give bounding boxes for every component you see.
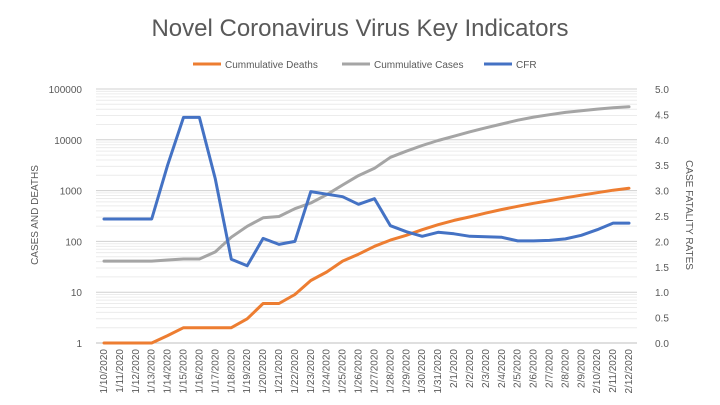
y2-tick-label: 3.5: [655, 161, 669, 172]
x-tick-label: 2/7/2020: [544, 349, 555, 388]
y-tick-label: 1: [76, 339, 82, 350]
right-axis: 0.0 0.5 1.0 1.5 2.0 2.5 3.0 3.5 4.0 4.5 5.0: [655, 85, 669, 350]
x-tick-label: 1/20/2020: [258, 349, 269, 394]
y2-tick-label: 4.0: [655, 136, 669, 147]
y2-tick-label: 4.5: [655, 110, 669, 121]
y2-tick-label: 0.0: [655, 339, 669, 350]
y2-tick-label: 2.0: [655, 237, 669, 248]
legend-label-cfr: CFR: [516, 60, 537, 71]
legend-label-cummulative-deaths: Cummulative Deaths: [225, 60, 318, 71]
series-line-cummulative-cases: [102, 105, 631, 263]
x-tick-label: 1/29/2020: [401, 349, 412, 394]
x-tick-label: 1/30/2020: [417, 349, 428, 394]
x-tick-label: 1/16/2020: [194, 349, 205, 394]
y-tick-label: 10000: [54, 136, 82, 147]
y2-tick-label: 2.5: [655, 212, 669, 223]
x-tick-label: 1/23/2020: [306, 349, 317, 394]
x-tick-label: 2/4/2020: [497, 349, 508, 388]
series-line-cfr: [102, 115, 631, 268]
x-tick-label: 1/25/2020: [338, 349, 349, 394]
x-tick-label: 1/10/2020: [99, 349, 110, 394]
legend: Cummulative Deaths Cummulative Cases CFR: [193, 60, 537, 71]
y2-tick-label: 0.5: [655, 314, 669, 325]
x-tick-label: 1/11/2020: [115, 349, 126, 393]
x-tick-label: 1/19/2020: [242, 349, 253, 394]
x-tick-label: 2/1/2020: [449, 349, 460, 388]
left-axis: 1 10 100 1000 10000 100000: [49, 85, 83, 350]
y2-tick-label: 1.0: [655, 288, 669, 299]
x-tick-label: 1/14/2020: [163, 349, 174, 394]
chart-title: Novel Coronavirus Virus Key Indicators: [151, 15, 568, 42]
y2-axis-title: CASE FATALITY RATES: [683, 160, 694, 270]
x-tick-label: 1/28/2020: [385, 349, 396, 394]
x-tick-label: 2/10/2020: [592, 349, 603, 394]
y-axis-title: CASES AND DEATHS: [30, 165, 41, 265]
x-tick-label: 2/12/2020: [624, 349, 635, 394]
x-tick-label: 1/31/2020: [433, 349, 444, 394]
y-tick-label: 100: [65, 237, 82, 248]
legend-label-cummulative-cases: Cummulative Cases: [374, 60, 463, 71]
series-layer: [102, 105, 631, 345]
x-axis: 1/10/2020 1/11/2020 1/12/2020 1/13/2020 1/14…: [99, 349, 635, 394]
x-tick-label: 1/17/2020: [210, 349, 221, 394]
x-tick-label: 2/6/2020: [529, 349, 540, 388]
x-tick-label: 2/11/2020: [608, 349, 619, 393]
x-tick-label: 2/9/2020: [576, 349, 587, 388]
x-tick-label: 2/8/2020: [560, 349, 571, 388]
y2-tick-label: 1.5: [655, 263, 669, 274]
x-tick-label: 1/27/2020: [369, 349, 380, 394]
gridlines: [96, 88, 637, 344]
x-tick-label: 2/2/2020: [465, 349, 476, 388]
x-tick-label: 1/18/2020: [226, 349, 237, 394]
x-tick-label: 2/3/2020: [481, 349, 492, 388]
x-tick-label: 1/24/2020: [322, 349, 333, 394]
series-line-cummulative-deaths: [102, 186, 631, 345]
x-tick-label: 1/13/2020: [147, 349, 158, 394]
x-tick-label: 1/22/2020: [290, 349, 301, 394]
x-tick-label: 1/21/2020: [274, 349, 285, 394]
y-tick-label: 1000: [60, 187, 83, 198]
y2-tick-label: 5.0: [655, 85, 669, 96]
x-tick-label: 1/15/2020: [179, 349, 190, 394]
y-tick-label: 100000: [49, 85, 83, 96]
y2-tick-label: 3.0: [655, 187, 669, 198]
x-tick-label: 1/12/2020: [131, 349, 142, 394]
x-tick-label: 2/5/2020: [513, 349, 524, 388]
y-tick-label: 10: [71, 288, 83, 299]
x-tick-label: 1/26/2020: [354, 349, 365, 394]
